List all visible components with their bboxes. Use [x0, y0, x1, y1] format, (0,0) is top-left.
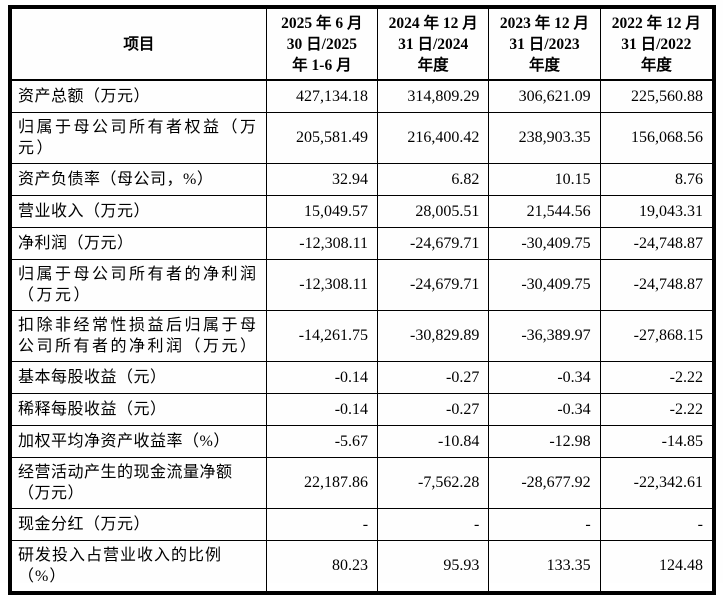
row-value-cell: 216,400.42 — [378, 113, 490, 164]
row-label-cell: 资产总额（万元） — [12, 81, 267, 113]
row-value-cell: -14,261.75 — [266, 311, 379, 362]
row-value-cell: 133.35 — [489, 541, 601, 591]
table-row: 现金分红（万元） - - - - — [12, 509, 712, 541]
table-row: 资产负债率（母公司，%） 32.94 6.82 10.15 8.76 — [12, 164, 712, 196]
row-value-cell: 306,621.09 — [489, 81, 601, 113]
row-value-cell: 156,068.56 — [600, 113, 712, 164]
row-value-cell: -0.27 — [378, 394, 490, 426]
header-period-2025h1: 2025 年 6 月 30 日/2025 年 1-6 月 — [266, 9, 379, 81]
row-value-cell: -22,342.61 — [600, 458, 712, 509]
financial-summary-table: 项目 2025 年 6 月 30 日/2025 年 1-6 月 2024 年 1… — [8, 5, 716, 595]
row-value-cell: 22,187.86 — [266, 458, 379, 509]
row-value-cell: -24,748.87 — [600, 260, 712, 311]
row-value-cell: - — [266, 509, 379, 541]
row-value-cell: 15,049.57 — [266, 196, 379, 228]
row-value-cell: -5.67 — [266, 426, 379, 458]
table-row: 归属于母公司所有者的净利润 （万元） -12,308.11 -24,679.71 -3… — [12, 260, 712, 311]
table-row: 归属于母公司所有者权益（万 元） 205,581.49 216,400.42 238,… — [12, 113, 712, 164]
row-value-cell: -36,389.97 — [489, 311, 601, 362]
table-row: 研发投入占营业收入的比例 （%） 80.23 95.93 133.35 124.48 — [12, 541, 712, 591]
row-value-cell: 427,134.18 — [266, 81, 379, 113]
row-value-cell: 28,005.51 — [378, 196, 490, 228]
table-row: 资产总额（万元） 427,134.18 314,809.29 306,621.09 22… — [12, 81, 712, 113]
row-value-cell: 205,581.49 — [266, 113, 379, 164]
row-label-cell: 研发投入占营业收入的比例 （%） — [12, 541, 267, 591]
table-header-row: 项目 2025 年 6 月 30 日/2025 年 1-6 月 2024 年 1… — [12, 9, 712, 81]
row-label-cell: 经营活动产生的现金流量净额 （万元） — [12, 458, 267, 509]
row-label-cell: 基本每股收益（元） — [12, 362, 267, 394]
row-label-cell: 营业收入（万元） — [12, 196, 267, 228]
row-value-cell: -24,679.71 — [378, 260, 490, 311]
row-label-cell: 扣除非经常性损益后归属于母 公司所有者的净利润（万元） — [12, 311, 267, 362]
row-value-cell: - — [378, 509, 490, 541]
row-value-cell: -0.14 — [266, 362, 379, 394]
row-value-cell: -2.22 — [600, 362, 712, 394]
row-value-cell: 19,043.31 — [600, 196, 712, 228]
row-value-cell: -0.27 — [378, 362, 490, 394]
row-value-cell: 32.94 — [266, 164, 379, 196]
header-item-cell: 项目 — [12, 9, 267, 81]
row-value-cell: -27,868.15 — [600, 311, 712, 362]
row-value-cell: -12.98 — [489, 426, 601, 458]
row-value-cell: -14.85 — [600, 426, 712, 458]
table-row: 稀释每股收益（元） -0.14 -0.27 -0.34 -2.22 — [12, 394, 712, 426]
table-row: 经营活动产生的现金流量净额 （万元） 22,187.86 -7,562.28 -28,… — [12, 458, 712, 509]
row-label-cell: 现金分红（万元） — [12, 509, 267, 541]
table-row: 净利润（万元） -12,308.11 -24,679.71 -30,409.75 -24… — [12, 228, 712, 260]
row-value-cell: 95.93 — [378, 541, 490, 591]
row-value-cell: -30,409.75 — [489, 228, 601, 260]
row-value-cell: -24,679.71 — [378, 228, 490, 260]
row-value-cell: -28,677.92 — [489, 458, 601, 509]
table-row: 营业收入（万元） 15,049.57 28,005.51 21,544.56 19,04… — [12, 196, 712, 228]
row-value-cell: -10.84 — [378, 426, 490, 458]
table-row: 基本每股收益（元） -0.14 -0.27 -0.34 -2.22 — [12, 362, 712, 394]
row-value-cell: -30,829.89 — [378, 311, 490, 362]
row-label-cell: 归属于母公司所有者的净利润 （万元） — [12, 260, 267, 311]
row-value-cell: -0.14 — [266, 394, 379, 426]
row-label-cell: 加权平均净资产收益率（%） — [12, 426, 267, 458]
row-label-cell: 归属于母公司所有者权益（万 元） — [12, 113, 267, 164]
row-value-cell: -30,409.75 — [489, 260, 601, 311]
table-row: 扣除非经常性损益后归属于母 公司所有者的净利润（万元） -14,261.75 -30… — [12, 311, 712, 362]
row-value-cell: 21,544.56 — [489, 196, 601, 228]
header-period-2024: 2024 年 12 月 31 日/2024 年度 — [378, 9, 490, 81]
row-value-cell: 8.76 — [600, 164, 712, 196]
row-value-cell: 238,903.35 — [489, 113, 601, 164]
row-value-cell: 225,560.88 — [600, 81, 712, 113]
table-row: 加权平均净资产收益率（%） -5.67 -10.84 -12.98 -14.85 — [12, 426, 712, 458]
row-value-cell: -7,562.28 — [378, 458, 490, 509]
row-label-cell: 稀释每股收益（元） — [12, 394, 267, 426]
row-value-cell: 124.48 — [659, 557, 703, 574]
row-value-cell: - — [600, 509, 712, 541]
row-value-cell: - — [489, 509, 601, 541]
row-value-cell: 10.15 — [489, 164, 601, 196]
row-value-cell: -12,308.11 — [266, 228, 379, 260]
row-value-cell: -24,748.87 — [600, 228, 712, 260]
row-value-cell: 314,809.29 — [378, 81, 490, 113]
row-label-cell: 净利润（万元） — [12, 228, 267, 260]
row-value-cell: -0.34 — [489, 362, 601, 394]
row-value-cell: 6.82 — [378, 164, 490, 196]
row-value-cell: -0.34 — [489, 394, 601, 426]
header-period-2022: 2022 年 12 月 31 日/2022 年度 — [600, 9, 712, 81]
row-value-cell: -2.22 — [600, 394, 712, 426]
table-body: 资产总额（万元） 427,134.18 314,809.29 306,621.09 22… — [12, 81, 712, 591]
financial-summary-page: 项目 2025 年 6 月 30 日/2025 年 1-6 月 2024 年 1… — [8, 5, 716, 595]
row-value-cell: -12,308.11 — [266, 260, 379, 311]
header-period-2023: 2023 年 12 月 31 日/2023 年度 — [489, 9, 601, 81]
row-value-cell: 80.23 — [267, 541, 379, 591]
row-label-cell: 资产负债率（母公司，%） — [12, 164, 267, 196]
